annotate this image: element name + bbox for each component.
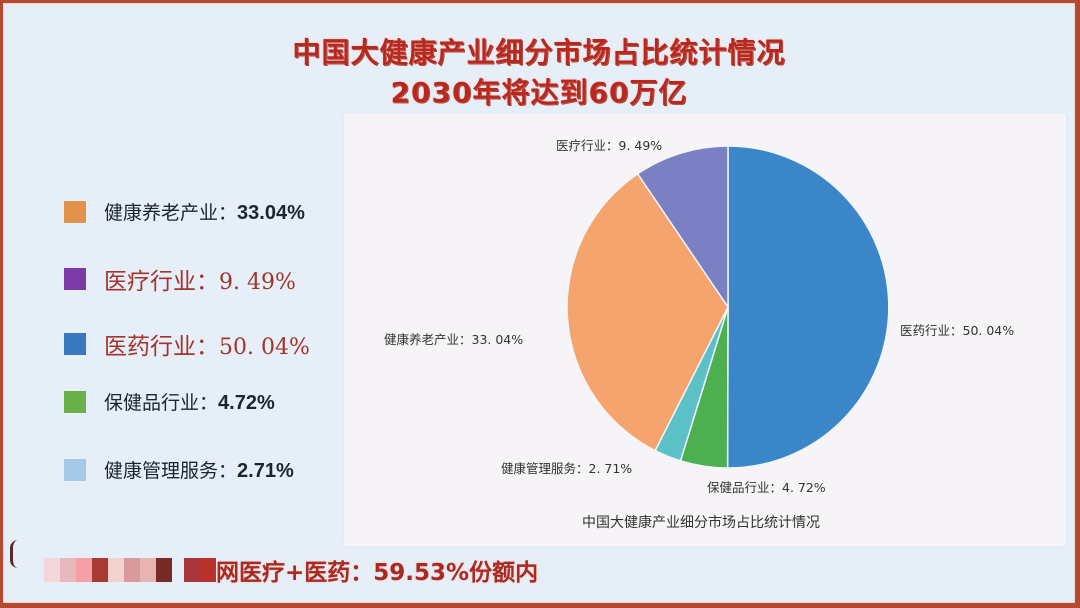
swatch-green — [64, 390, 86, 413]
label-medical: 医疗行业：9. 49% — [556, 138, 662, 153]
swatch-light-blue — [64, 458, 86, 481]
legend-label: 医药行业： — [104, 334, 219, 360]
legend-item-medical: 医疗行业：9. 49% — [64, 262, 296, 296]
swatch-blue — [64, 333, 86, 355]
chart-panel: 医疗行业：9. 49% 医药行业：50. 04% 健康养老产业：33. 04% … — [344, 114, 1066, 546]
slice-elderly-care — [566, 172, 729, 452]
swatch-orange — [64, 200, 86, 223]
legend-label: 医疗行业： — [104, 269, 219, 295]
label-health-mgmt: 健康管理服务：2. 71% — [501, 461, 632, 476]
legend-item-pharma: 医药行业：50. 04% — [64, 327, 310, 361]
redacted-pixels — [44, 558, 216, 582]
legend-value: 9. 49% — [219, 270, 296, 295]
swatch-purple — [64, 268, 86, 290]
label-health-products: 保健品行业：4. 72% — [707, 480, 826, 495]
footer-text: 网医疗+医药：59.53%份额内 — [216, 560, 539, 586]
pie-chart: 医疗行业：9. 49% 医药行业：50. 04% 健康养老产业：33. 04% … — [384, 138, 1014, 531]
legend-label: 健康养老产业： — [104, 202, 238, 224]
label-elderly-care: 健康养老产业：33. 04% — [384, 332, 523, 347]
legend-value: 33.04% — [237, 202, 305, 224]
legend-label: 保健品行业： — [104, 392, 219, 414]
edge-mark — [10, 540, 19, 568]
slide-subtitle: 2030年将达到60万亿 — [390, 76, 688, 109]
legend-value: 4.72% — [218, 392, 275, 414]
chart-caption: 中国大健康产业细分市场占比统计情况 — [582, 514, 820, 531]
legend-label: 健康管理服务： — [104, 460, 238, 482]
footer-annotation: 网医疗+医药：59.53%份额内 — [44, 552, 538, 588]
slice-pharma — [726, 145, 890, 469]
legend-item-elderly-care: 健康养老产业：33.04% — [64, 198, 305, 225]
legend-value: 50. 04% — [219, 335, 310, 360]
legend-item-health-mgmt: 健康管理服务：2.71% — [64, 456, 294, 483]
slide-frame: 中国大健康产业细分市场占比统计情况 2030年将达到60万亿 健康养老产业：33… — [3, 3, 1075, 603]
label-pharma: 医药行业：50. 04% — [900, 323, 1014, 338]
slice-medical — [636, 145, 729, 310]
legend-item-health-products: 保健品行业：4.72% — [64, 388, 275, 415]
slide-title: 中国大健康产业细分市场占比统计情况 — [292, 36, 786, 69]
legend-value: 2.71% — [237, 460, 294, 482]
